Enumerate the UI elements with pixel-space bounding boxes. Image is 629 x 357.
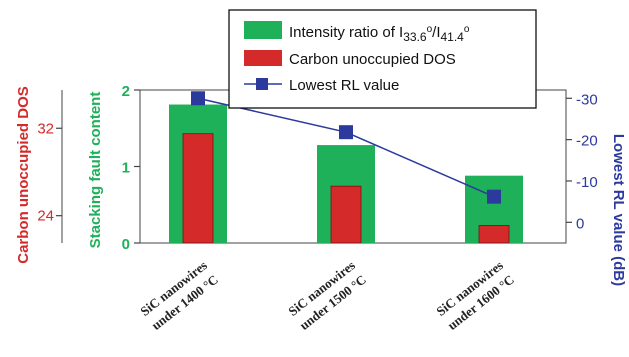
stacking-tick-label: 2 (122, 83, 130, 100)
rl-marker (487, 189, 501, 204)
legend-label-carbon: Carbon unoccupied DOS (289, 51, 456, 68)
rl-tick-label: -10 (576, 174, 598, 191)
legend-label-rl: Lowest RL value (289, 77, 399, 94)
rl-line (191, 91, 501, 204)
bar-carbon-dos (330, 185, 362, 244)
rl-tick-label: 0 (576, 215, 584, 232)
carbon-axis-title: Carbon unoccupied DOS (15, 86, 32, 264)
rl-tick-label: -30 (576, 91, 598, 108)
bar-carbon-dos (182, 133, 214, 244)
legend-swatch-intensity (244, 21, 282, 39)
legend-swatch-carbon (244, 50, 282, 66)
legend-label-intensity: Intensity ratio of I33.6o/I41.4o (289, 24, 470, 44)
stacking-tick-label: 1 (122, 160, 130, 177)
rl-tick-label: -20 (576, 133, 598, 150)
legend: Intensity ratio of I33.6o/I41.4o Carbon … (228, 9, 537, 109)
rl-marker (191, 91, 205, 106)
carbon-tick-label: 32 (37, 120, 54, 137)
carbon-tick-label: 24 (37, 208, 54, 225)
rl-axis-title: Lowest RL value (dB) (610, 134, 627, 286)
rl-marker (339, 125, 353, 140)
bars (169, 104, 523, 244)
stacking-tick-label: 0 (122, 236, 130, 253)
bar-carbon-dos (478, 225, 510, 244)
stacking-axis-title: Stacking fault content (87, 92, 104, 249)
legend-marker-rl (256, 78, 268, 90)
